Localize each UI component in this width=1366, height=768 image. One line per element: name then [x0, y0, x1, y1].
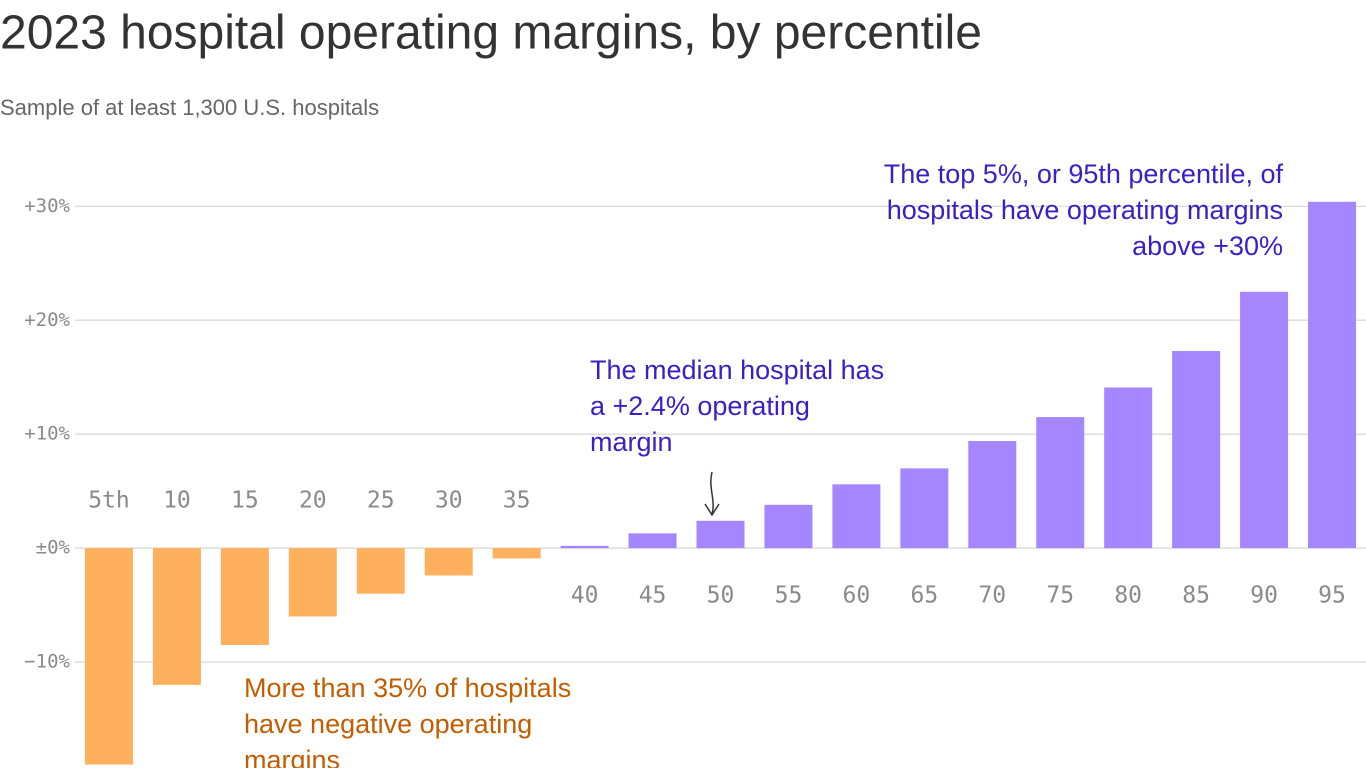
- x-tick-label: 10: [163, 488, 191, 514]
- x-tick-label: 70: [978, 583, 1006, 609]
- x-tick-label: 55: [775, 583, 803, 609]
- bar: [84, 548, 133, 765]
- x-tick-label: 75: [1046, 583, 1074, 609]
- x-tick-label: 20: [299, 488, 327, 514]
- x-tick-label: 35: [503, 488, 531, 514]
- bar: [152, 548, 201, 685]
- chart-title: 2023 hospital operating margins, by perc…: [0, 7, 982, 60]
- bar: [1036, 417, 1085, 549]
- x-tick-label: 30: [435, 488, 463, 514]
- bar: [628, 533, 677, 549]
- bar: [900, 468, 949, 549]
- bar: [1104, 387, 1153, 549]
- annotation: More than 35% of hospitals: [244, 673, 571, 703]
- x-tick-label: 50: [707, 583, 735, 609]
- x-tick-label: 25: [367, 488, 395, 514]
- bar: [696, 520, 745, 549]
- y-tick-label: +10%: [24, 423, 70, 445]
- annotation: The top 5%, or 95th percentile, of: [884, 159, 1284, 189]
- x-tick-label: 85: [1182, 583, 1210, 609]
- bar: [220, 548, 269, 645]
- x-tick-label: 40: [571, 583, 599, 609]
- annotation-arrow: [704, 471, 720, 517]
- bar: [968, 441, 1017, 549]
- bar: [492, 548, 541, 559]
- x-tick-label: 15: [231, 488, 259, 514]
- annotation: hospitals have operating margins: [887, 195, 1283, 225]
- x-tick-label: 65: [910, 583, 938, 609]
- y-tick-label: +30%: [24, 195, 70, 217]
- x-tick-label: 90: [1250, 583, 1278, 609]
- bar: [764, 504, 813, 549]
- bar: [424, 548, 473, 576]
- annotation: a +2.4% operating: [590, 391, 810, 421]
- chart-subtitle: Sample of at least 1,300 U.S. hospitals: [0, 95, 379, 120]
- bar: [1172, 351, 1221, 549]
- x-tick-label: 45: [639, 583, 667, 609]
- bar: [288, 548, 337, 617]
- bar: [560, 545, 609, 549]
- annotation: The median hospital has: [590, 355, 884, 385]
- x-tick-label: 80: [1114, 583, 1142, 609]
- x-tick-label: 95: [1318, 583, 1346, 609]
- y-tick-label: −10%: [24, 651, 70, 673]
- bar: [1308, 201, 1357, 549]
- annotation: have negative operating: [244, 709, 532, 739]
- x-tick-label: 5th: [88, 488, 130, 514]
- x-tick-label: 60: [843, 583, 871, 609]
- annotation: above +30%: [1132, 231, 1283, 261]
- y-tick-label: ±0%: [36, 537, 71, 559]
- bar: [1240, 291, 1289, 549]
- bar: [832, 484, 881, 549]
- annotation: margins: [244, 745, 340, 768]
- bar: [356, 548, 405, 594]
- annotation: margin: [590, 427, 673, 457]
- y-tick-label: +20%: [24, 309, 70, 331]
